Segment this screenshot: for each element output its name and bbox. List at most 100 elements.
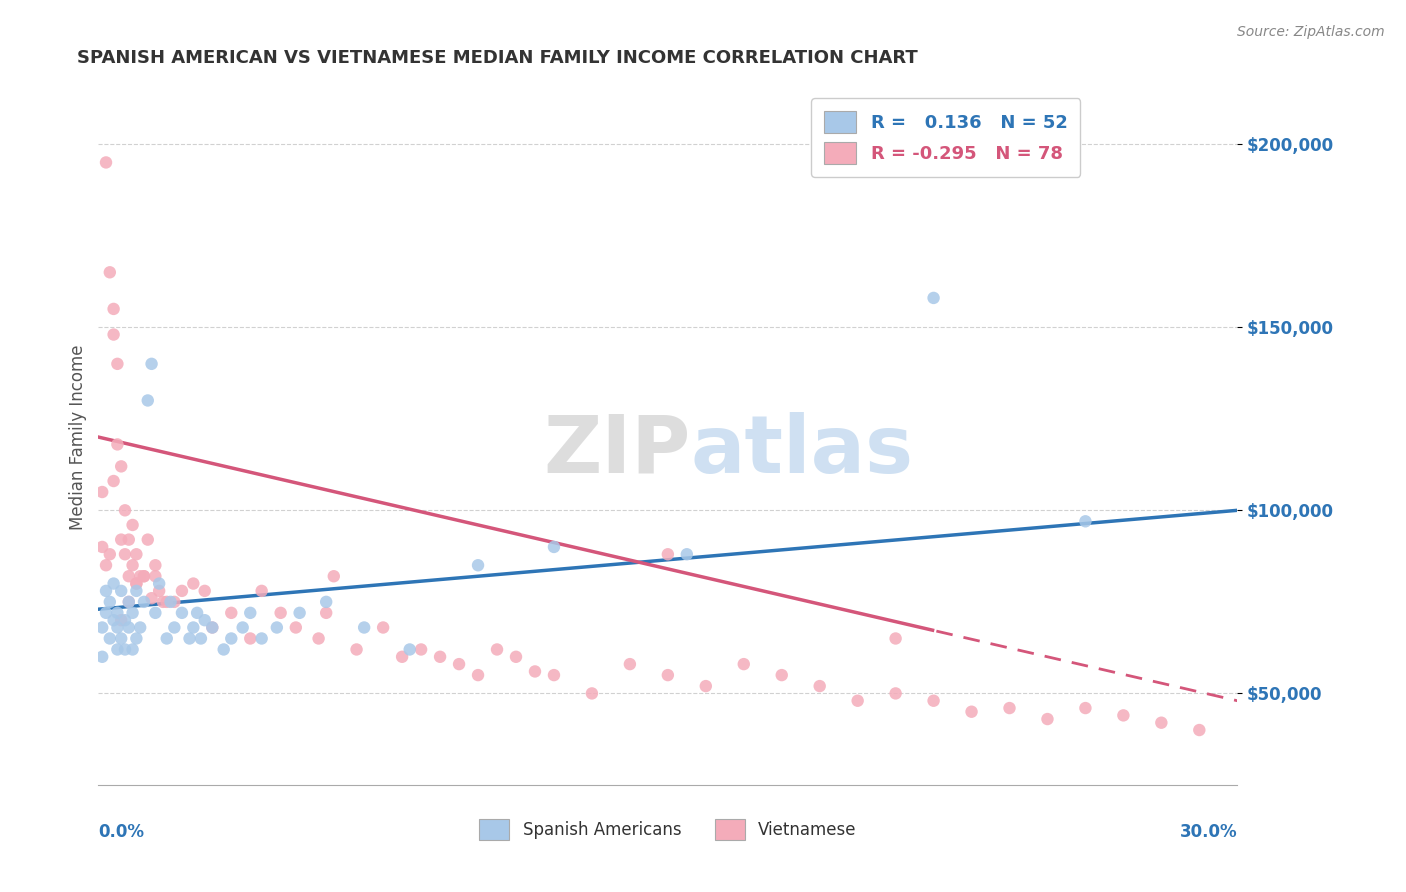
Point: [118, 595, 141, 609]
Point: [308, 632, 330, 646]
Point: [884, 632, 907, 646]
Point: [145, 558, 167, 573]
Point: [505, 649, 527, 664]
Point: [467, 558, 489, 573]
Point: [170, 583, 193, 598]
Point: [103, 327, 125, 342]
Point: [91, 485, 114, 500]
Point: [657, 547, 679, 561]
Point: [315, 595, 337, 609]
Point: [190, 632, 212, 646]
Point: [808, 679, 831, 693]
Point: [201, 620, 224, 634]
Point: [884, 686, 907, 700]
Point: [125, 576, 148, 591]
Point: [194, 613, 217, 627]
Point: [152, 595, 174, 609]
Text: SPANISH AMERICAN VS VIETNAMESE MEDIAN FAMILY INCOME CORRELATION CHART: SPANISH AMERICAN VS VIETNAMESE MEDIAN FA…: [77, 49, 918, 67]
Point: [107, 606, 129, 620]
Point: [94, 558, 117, 573]
Point: [371, 620, 394, 634]
Point: [543, 540, 565, 554]
Point: [315, 606, 337, 620]
Point: [91, 649, 114, 664]
Point: [98, 547, 121, 561]
Point: [1112, 708, 1135, 723]
Point: [733, 657, 755, 672]
Point: [103, 301, 125, 316]
Point: [183, 620, 205, 634]
Point: [94, 583, 117, 598]
Point: [121, 518, 143, 533]
Point: [110, 632, 132, 646]
Point: [770, 668, 793, 682]
Point: [114, 642, 136, 657]
Point: [1150, 715, 1173, 730]
Point: [94, 155, 117, 169]
Point: [170, 606, 193, 620]
Point: [103, 576, 125, 591]
Point: [486, 642, 509, 657]
Point: [118, 533, 141, 547]
Point: [266, 620, 288, 634]
Text: atlas: atlas: [690, 412, 914, 490]
Point: [125, 632, 148, 646]
Point: [212, 642, 235, 657]
Point: [524, 665, 547, 679]
Point: [121, 642, 143, 657]
Point: [136, 533, 159, 547]
Point: [619, 657, 641, 672]
Point: [103, 474, 125, 488]
Point: [250, 583, 273, 598]
Text: 0.0%: 0.0%: [98, 823, 145, 841]
Legend: Spanish Americans, Vietnamese: Spanish Americans, Vietnamese: [472, 813, 863, 847]
Point: [98, 632, 121, 646]
Point: [132, 569, 155, 583]
Point: [159, 595, 181, 609]
Point: [322, 569, 344, 583]
Point: [156, 632, 179, 646]
Point: [118, 620, 141, 634]
Point: [846, 694, 869, 708]
Point: [183, 576, 205, 591]
Point: [121, 606, 143, 620]
Point: [148, 576, 170, 591]
Point: [132, 569, 155, 583]
Point: [107, 357, 129, 371]
Point: [91, 620, 114, 634]
Point: [148, 583, 170, 598]
Point: [676, 547, 699, 561]
Point: [250, 632, 273, 646]
Point: [114, 613, 136, 627]
Point: [695, 679, 717, 693]
Point: [398, 642, 420, 657]
Point: [145, 569, 167, 583]
Point: [91, 540, 114, 554]
Point: [141, 591, 163, 606]
Point: [145, 606, 167, 620]
Point: [429, 649, 451, 664]
Point: [179, 632, 201, 646]
Point: [411, 642, 433, 657]
Text: 30.0%: 30.0%: [1180, 823, 1237, 841]
Point: [543, 668, 565, 682]
Point: [110, 533, 132, 547]
Point: [391, 649, 413, 664]
Point: [94, 606, 117, 620]
Point: [186, 606, 208, 620]
Point: [239, 632, 262, 646]
Point: [125, 547, 148, 561]
Point: [125, 583, 148, 598]
Point: [346, 642, 368, 657]
Y-axis label: Median Family Income: Median Family Income: [69, 344, 87, 530]
Point: [129, 569, 152, 583]
Point: [110, 583, 132, 598]
Point: [232, 620, 254, 634]
Point: [132, 595, 155, 609]
Point: [1188, 723, 1211, 737]
Point: [221, 606, 243, 620]
Point: [114, 503, 136, 517]
Point: [201, 620, 224, 634]
Point: [110, 613, 132, 627]
Point: [221, 632, 243, 646]
